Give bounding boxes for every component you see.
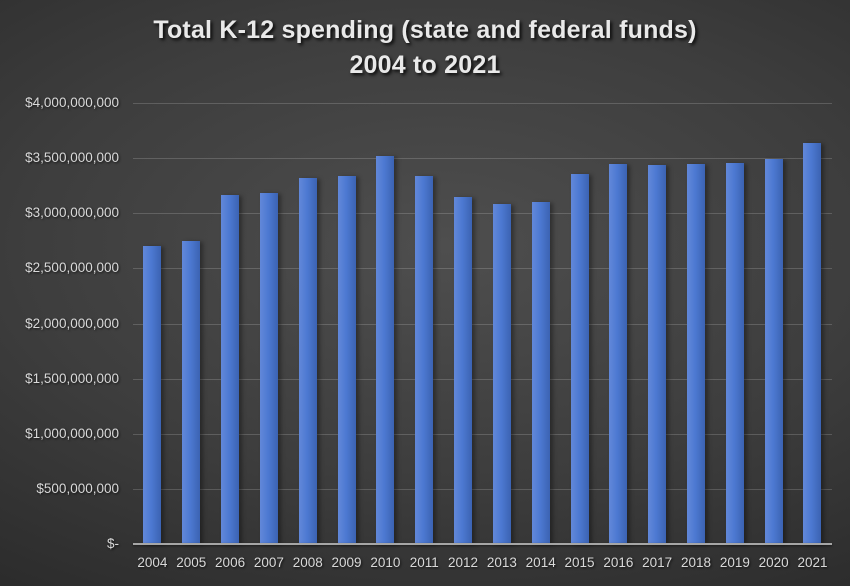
bar-2005 <box>182 240 201 544</box>
gridline <box>133 488 832 490</box>
gridline <box>133 378 832 380</box>
x-tick-label-2004: 2004 <box>137 555 168 570</box>
bar-slot-2005 <box>172 103 211 544</box>
x-tick-label-2013: 2013 <box>486 555 517 570</box>
bar-2006 <box>221 194 240 544</box>
y-tick-label: $2,000,000,000 <box>25 315 119 331</box>
bar-2004 <box>143 246 162 544</box>
bar-slot-2008 <box>288 103 327 544</box>
y-tick-label: $2,500,000,000 <box>25 260 119 276</box>
bar-slot-2013 <box>482 103 521 544</box>
bar-2008 <box>298 177 317 544</box>
bar-slot-2017 <box>638 103 677 544</box>
bar-2019 <box>725 162 744 544</box>
bar-slot-2018 <box>677 103 716 544</box>
bar-slot-2019 <box>715 103 754 544</box>
gridline <box>133 213 832 215</box>
x-tick-label-2017: 2017 <box>642 555 673 570</box>
bar-2010 <box>376 155 395 544</box>
bar-slot-2012 <box>444 103 483 544</box>
bar-2021 <box>803 142 822 544</box>
chart-title-line1: Total K-12 spending (state and federal f… <box>153 16 697 44</box>
bar-2020 <box>764 159 783 544</box>
bar-2018 <box>687 163 705 544</box>
y-tick-label: $- <box>106 536 119 551</box>
x-tick-label-2014: 2014 <box>525 555 556 570</box>
x-tick-label-2020: 2020 <box>758 555 789 570</box>
chart-title: Total K-12 spending (state and federal f… <box>0 13 850 83</box>
bar-2017 <box>648 164 667 544</box>
plot-area <box>133 103 832 545</box>
bar-2011 <box>415 175 434 544</box>
bar-2009 <box>337 175 356 544</box>
y-tick-label: $1,500,000,000 <box>25 370 119 386</box>
bar-slot-2016 <box>599 103 638 544</box>
bar-slot-2007 <box>249 103 288 544</box>
x-tick-label-2018: 2018 <box>680 555 712 570</box>
chart-title-line2: 2004 to 2021 <box>349 51 501 79</box>
bar-slot-2004 <box>133 103 172 544</box>
x-tick-label-2008: 2008 <box>292 555 323 570</box>
bar-slot-2006 <box>211 103 250 544</box>
bar-slot-2009 <box>327 103 366 544</box>
bar-slot-2011 <box>405 103 444 544</box>
y-tick-label: $1,000,000,000 <box>25 425 119 441</box>
x-tick-label-2019: 2019 <box>719 555 750 570</box>
bar-slot-2014 <box>521 103 560 544</box>
y-tick-label: $4,000,000,000 <box>25 95 119 110</box>
bar-2014 <box>531 202 550 544</box>
x-tick-label-2009: 2009 <box>331 555 362 570</box>
y-tick-label: $500,000,000 <box>36 480 119 496</box>
gridline <box>133 323 832 325</box>
x-tick-label-2012: 2012 <box>448 555 479 570</box>
bar-2016 <box>609 163 628 544</box>
x-tick-label-2007: 2007 <box>253 555 284 570</box>
x-tick-label-2010: 2010 <box>370 555 401 570</box>
gridline <box>133 268 832 270</box>
bar-slot-2021 <box>793 103 832 544</box>
bar-2015 <box>570 173 589 544</box>
gridline <box>133 158 832 160</box>
gridline <box>133 433 832 435</box>
x-tick-label-2005: 2005 <box>176 555 207 570</box>
bar-slot-2015 <box>560 103 599 544</box>
bar-2007 <box>259 193 278 544</box>
y-tick-label: $3,500,000,000 <box>25 150 119 166</box>
bar-2013 <box>492 204 511 544</box>
x-axis-line <box>133 543 832 545</box>
y-tick-label: $3,000,000,000 <box>25 205 119 221</box>
bar-series <box>133 103 832 544</box>
x-tick-label-2011: 2011 <box>409 555 439 570</box>
y-axis-labels: $- $500,000,000 $1,000,000,000 $1,500,000,0… <box>0 95 119 551</box>
bar-slot-2010 <box>366 103 405 544</box>
bar-slot-2020 <box>754 103 793 544</box>
x-tick-label-2006: 2006 <box>215 555 246 570</box>
x-tick-label-2016: 2016 <box>603 555 634 570</box>
bar-2012 <box>454 196 473 544</box>
x-tick-label-2015: 2015 <box>564 555 595 570</box>
x-axis-labels: 2004 2005 2006 2007 2008 2009 2010 2011 2012 2013… <box>133 552 832 574</box>
gridline <box>133 103 832 104</box>
x-tick-label-2021: 2021 <box>797 555 828 570</box>
